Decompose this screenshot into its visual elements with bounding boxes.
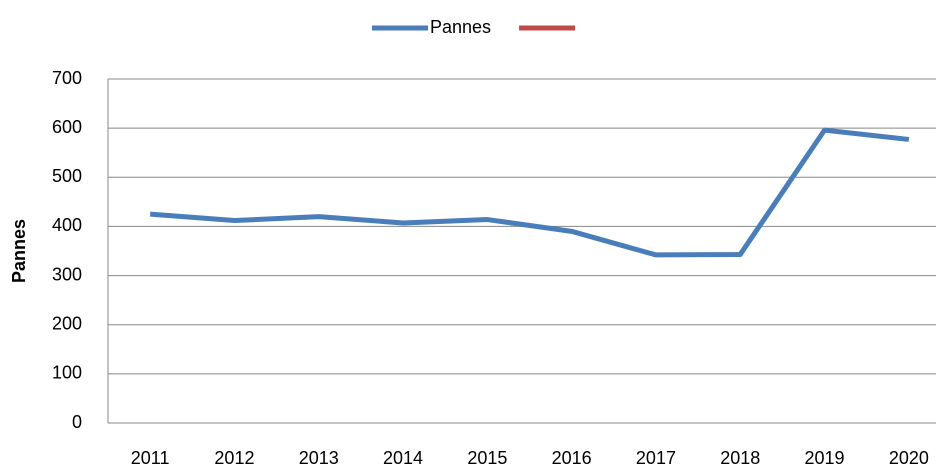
y-tick-label: 200 [52,313,82,333]
x-tick-label: 2014 [383,448,423,465]
x-tick-label: 2013 [299,448,339,465]
x-tick-label: 2012 [214,448,254,465]
x-tick-label: 2017 [636,448,676,465]
y-tick-label: 600 [52,117,82,137]
y-tick-label: 300 [52,264,82,284]
x-tick-label: 2016 [552,448,592,465]
series-line [149,127,910,258]
y-tick-label: 500 [52,166,82,186]
x-tick-label: 2011 [131,448,170,465]
x-tick-label: 2015 [467,448,507,465]
y-tick-label: 700 [52,68,82,88]
legend-label: Pannes [430,17,491,37]
x-tick-label: 2020 [889,448,929,465]
y-tick-label: 100 [52,363,82,383]
y-tick-label: 400 [52,215,82,235]
y-axis-label: Pannes [9,219,29,283]
x-tick-label: 2019 [805,448,845,465]
x-tick-label: 2018 [720,448,760,465]
y-tick-label: 0 [72,412,82,432]
